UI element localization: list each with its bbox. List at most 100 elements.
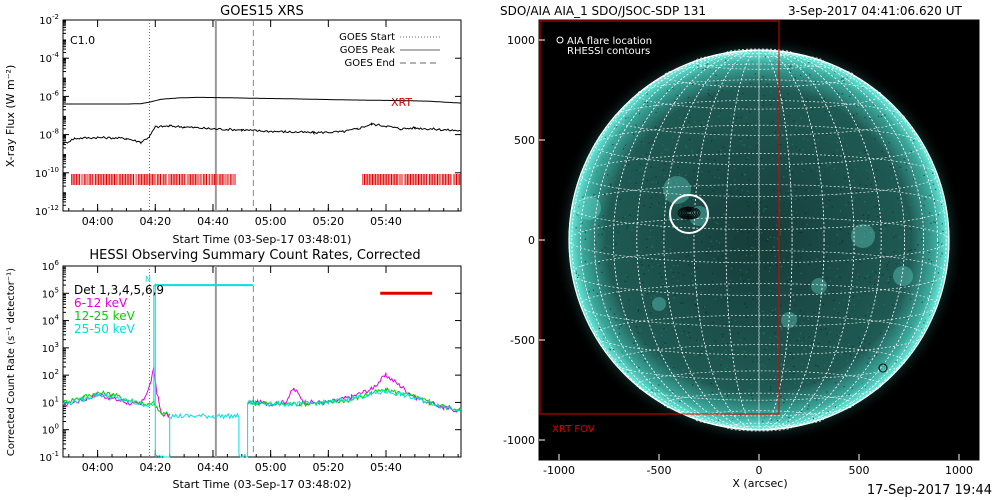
disk-texture (773, 237, 775, 239)
disk-texture (642, 267, 644, 269)
disk-texture (769, 290, 771, 292)
disk-texture (737, 326, 740, 328)
disk-texture (688, 377, 690, 379)
disk-texture (628, 144, 630, 146)
disk-texture (850, 354, 852, 356)
disk-texture (835, 90, 837, 92)
aia-y-tick-label: 1000 (507, 34, 535, 47)
disk-texture (636, 326, 638, 328)
disk-texture (737, 247, 739, 250)
x-tick-label: 05:20 (312, 215, 344, 228)
disk-texture (728, 190, 730, 192)
disk-texture (757, 363, 759, 366)
disk-texture (646, 247, 648, 249)
disk-texture (578, 206, 580, 208)
disk-texture (812, 417, 815, 419)
disk-texture (714, 340, 716, 342)
disk-texture (787, 281, 789, 283)
disk-texture (608, 245, 610, 247)
disk-texture (749, 378, 751, 380)
disk-texture (935, 188, 937, 191)
disk-texture (799, 332, 801, 334)
disk-texture (716, 222, 719, 225)
disk-texture (702, 122, 704, 124)
y-tick-exponent: 2 (55, 368, 59, 376)
disk-texture (662, 206, 664, 208)
disk-texture (893, 236, 895, 239)
disk-texture (817, 139, 819, 141)
disk-texture (734, 167, 736, 170)
disk-texture (687, 317, 689, 319)
disk-texture (769, 389, 771, 391)
disk-texture (705, 64, 707, 66)
disk-texture (805, 262, 807, 264)
disk-texture (653, 332, 655, 334)
disk-texture (825, 110, 827, 112)
disk-texture (847, 101, 850, 103)
disk-texture (603, 336, 605, 338)
disk-texture (734, 61, 736, 63)
disk-texture (836, 393, 838, 395)
disk-texture (886, 263, 888, 265)
disk-texture (847, 359, 849, 361)
disk-texture (928, 251, 930, 254)
disk-texture (737, 231, 739, 233)
disk-texture (798, 337, 801, 340)
disk-texture (623, 148, 625, 150)
disk-texture (840, 78, 843, 80)
disk-texture (817, 183, 819, 185)
disk-texture (866, 275, 868, 277)
disk-texture (794, 382, 796, 384)
disk-texture (693, 77, 695, 79)
disk-texture (749, 292, 751, 294)
y-tick-exponent: -10 (48, 166, 59, 174)
disk-texture (615, 243, 617, 245)
disk-texture (602, 339, 604, 341)
disk-texture (791, 143, 794, 145)
disk-texture (649, 236, 651, 238)
disk-texture (718, 151, 720, 153)
disk-texture (677, 377, 679, 379)
rhessi-contour-small (878, 363, 888, 373)
disk-texture (864, 231, 866, 233)
disk-texture (839, 387, 841, 389)
disk-texture (584, 231, 586, 233)
disk-texture (594, 226, 596, 228)
disk-texture (787, 193, 789, 195)
disk-texture (730, 279, 732, 281)
disk-texture (654, 295, 656, 297)
disk-texture (863, 149, 865, 152)
disk-texture (796, 58, 798, 60)
disk-texture (864, 201, 866, 203)
disk-texture (584, 261, 586, 263)
disk-texture (602, 284, 604, 286)
disk-texture (723, 351, 726, 353)
disk-texture (682, 274, 685, 276)
disk-texture (843, 386, 845, 388)
hessi-y-axis-label: Corrected Count Rate (s⁻¹ detector⁻¹) (6, 268, 17, 456)
disk-texture (847, 233, 849, 235)
disk-texture (798, 199, 800, 201)
aia-y-tick-label: -1000 (503, 434, 535, 447)
disk-texture (853, 114, 855, 116)
disk-texture (633, 355, 635, 358)
rhessi-contour (677, 206, 701, 220)
disk-texture (807, 139, 809, 141)
disk-texture (840, 290, 842, 292)
disk-texture (694, 303, 697, 305)
disk-texture (691, 346, 693, 348)
goes-legend: GOES Start GOES Peak GOES End (339, 32, 440, 69)
disk-texture (760, 201, 762, 204)
disk-texture (870, 304, 872, 306)
disk-texture (765, 354, 767, 356)
disk-texture (906, 268, 909, 270)
disk-texture (620, 172, 622, 174)
disk-texture (743, 351, 745, 353)
disk-texture (692, 191, 694, 194)
disk-texture (712, 273, 714, 275)
disk-texture (913, 178, 915, 180)
disk-texture (638, 366, 640, 368)
disk-texture (657, 323, 659, 325)
aia-legend: AIA flare location RHESSI contours (556, 36, 652, 57)
disk-texture (846, 164, 848, 166)
